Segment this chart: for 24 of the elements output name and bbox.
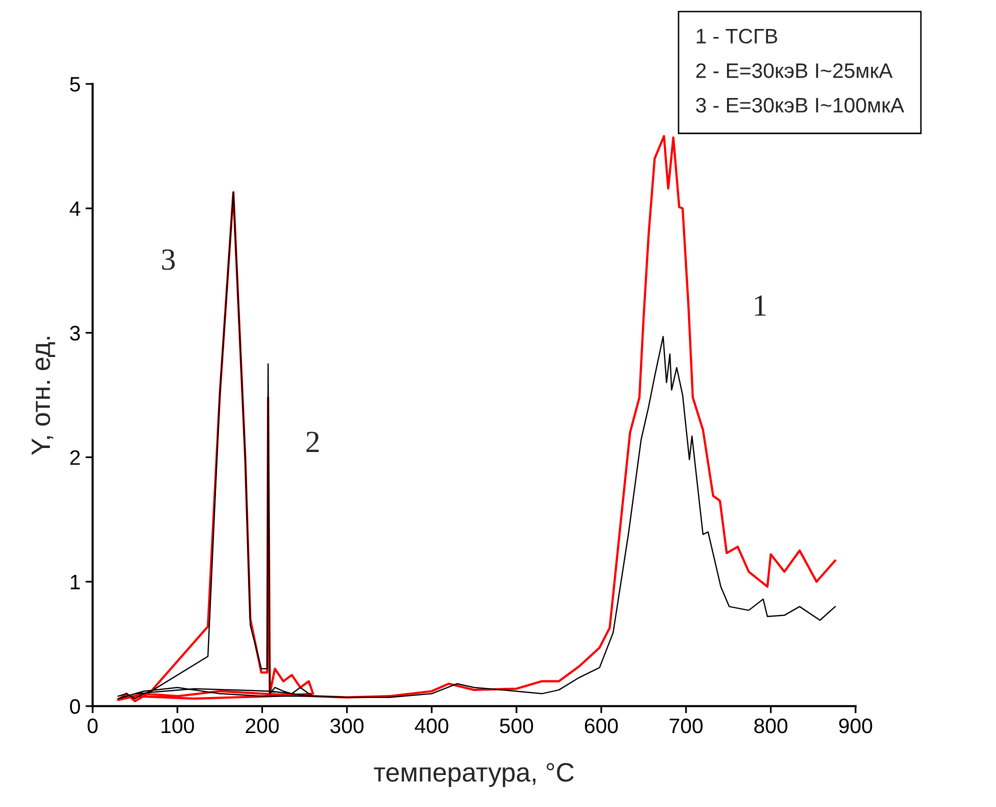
x-tick-label: 600 [584, 718, 618, 734]
y-tick-label: 0 [70, 699, 80, 714]
annotation: 1 [754, 295, 766, 316]
x-axis-title: температура, °C [374, 763, 574, 787]
annotation: 2 [306, 432, 319, 452]
x-tick-label: 100 [162, 718, 194, 734]
x-tick-label: 500 [500, 718, 534, 734]
y-tick-label: 1 [70, 574, 80, 590]
annotation: 3 [162, 249, 175, 270]
x-tick-label: 700 [670, 718, 703, 734]
y-tick-label: 4 [70, 202, 80, 216]
y-tick-label: 2 [70, 450, 80, 465]
annotation: 3 - E=30кэВ I~100мкА [696, 98, 904, 113]
y-axis-title: Y, отн. ед. [32, 336, 56, 455]
x-tick-label: 900 [839, 718, 872, 734]
text: 1 - ТСГВ [696, 28, 778, 44]
text: 2 - E=30кэВ I~25мкА [696, 63, 893, 78]
y-tick-label: 3 [70, 326, 80, 341]
x-tick-label: 300 [330, 718, 364, 734]
x-tick-label: 400 [414, 718, 448, 734]
y-tick-label: 5 [70, 77, 80, 92]
x-tick-label: 200 [246, 718, 279, 734]
x-tick-label: 0 [88, 718, 98, 734]
x-tick-label: 800 [754, 718, 788, 734]
